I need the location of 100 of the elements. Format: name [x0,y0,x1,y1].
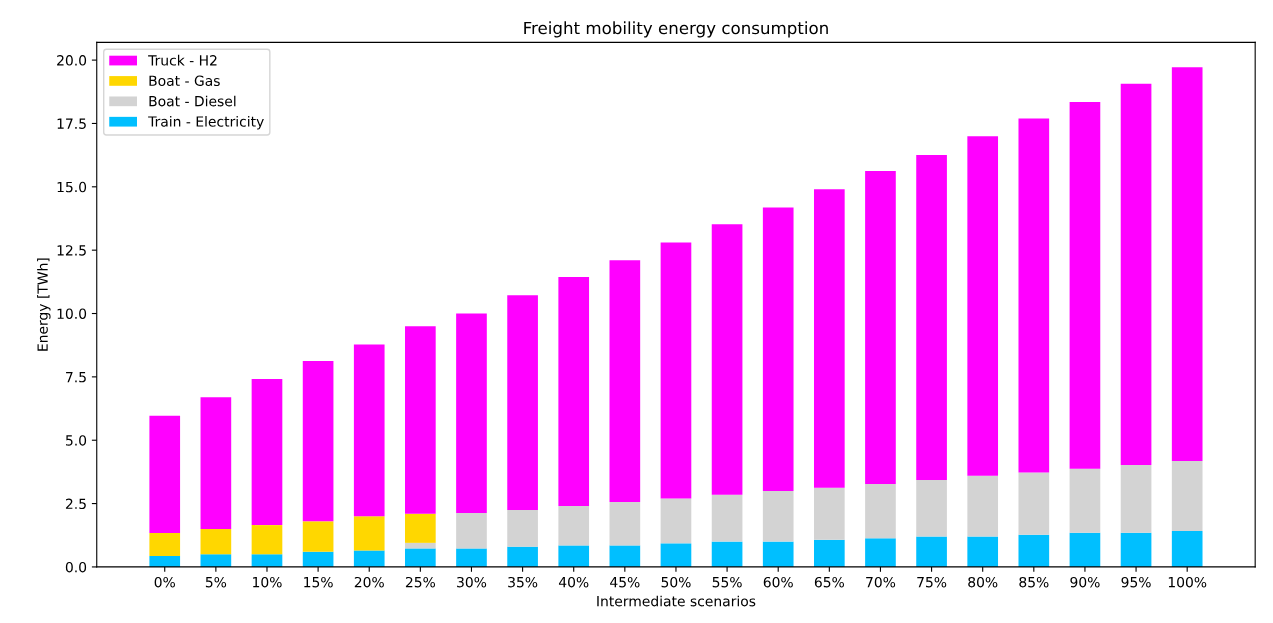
bar [865,538,896,567]
bar [916,536,947,567]
chart-title: Freight mobility energy consumption [524,21,828,38]
x-tick-label: 75% [917,576,947,588]
bar [711,224,743,495]
bar [1069,532,1101,567]
y-tick-label: 17.5 [57,118,86,129]
bar [762,541,794,567]
bar [353,516,385,551]
bar [711,541,743,567]
bar [660,242,692,499]
x-tick-label: 60% [763,576,793,588]
bar [405,513,436,543]
bar [149,532,181,557]
legend-label: Boat - Gas [149,75,220,86]
x-tick-label: 45% [610,576,640,588]
bar [251,554,283,567]
bar [302,551,334,567]
bar [558,277,590,507]
bar [1120,532,1152,567]
bar [149,556,181,567]
legend-label: Truck - H2 [148,54,217,66]
bar [507,509,538,547]
bar [251,378,283,526]
bar [609,502,641,546]
bar [200,397,232,529]
bar [405,542,436,549]
bar [813,189,845,488]
bar [353,550,385,567]
x-tick-label: 30% [457,576,487,588]
bar [916,480,947,537]
bar [200,554,232,567]
bar [609,545,641,567]
bar [302,521,334,552]
bar [1171,67,1203,461]
bar [1018,472,1050,535]
x-tick-label: 25% [405,576,436,588]
bar [405,548,436,567]
bar [1120,465,1152,533]
y-tick-label: 12.5 [57,245,86,256]
bar [916,154,947,481]
bar [1018,534,1050,567]
bar [813,487,845,540]
x-axis-title: Intermediate scenarios [597,595,756,607]
bar [660,498,692,544]
y-tick-label: 10.0 [57,308,87,319]
bar [456,512,487,549]
y-axis-title: Energy [TWh] [37,258,51,351]
bar [865,484,896,539]
bar [711,494,743,542]
bar [1018,118,1050,473]
bar [967,475,999,537]
x-tick-label: 95% [1121,576,1151,588]
x-tick-label: 90% [1070,576,1100,588]
x-tick-label: 85% [1019,576,1049,588]
bar [1120,83,1152,466]
bar [762,490,794,542]
y-tick-label: 20.0 [57,55,87,66]
x-tick-label: 10% [253,576,282,588]
x-tick-label: 65% [814,576,844,588]
bar [149,415,181,533]
bar [251,525,283,555]
y-tick-label: 2.5 [65,498,86,510]
bar [1171,530,1203,567]
x-tick-label: 100% [1168,576,1207,588]
x-tick-label: 80% [968,576,998,588]
x-tick-label: 20% [354,576,384,588]
bar [967,136,999,476]
y-tick-label: 7.5 [66,372,86,383]
bar [302,360,334,522]
y-tick-label: 5.0 [66,435,87,446]
x-tick-label: 70% [866,576,896,588]
bar [405,326,436,514]
bar [558,506,590,546]
x-tick-label: 40% [558,576,589,588]
bar [200,528,232,555]
bar [865,171,896,485]
bar [558,545,590,567]
x-tick-label: 0% [154,576,175,588]
bar [507,546,538,567]
legend-label: Boat - Diesel [149,95,236,107]
bar [762,207,794,491]
bar [456,313,487,513]
x-tick-label: 50% [661,576,691,588]
y-tick-label: 15.0 [57,181,87,193]
x-tick-label: 55% [712,576,742,588]
x-tick-label: 15% [304,576,333,588]
y-tick-label: 0.0 [65,561,87,573]
legend-label: Train - Electricity [148,116,264,130]
bar [456,548,487,567]
bar [1069,468,1101,533]
bar [507,295,538,510]
bar [660,543,692,567]
bar [1171,461,1203,531]
bar [353,344,385,517]
bar [1069,101,1101,469]
bar [967,536,999,567]
x-tick-label: 5% [205,576,227,588]
bar [813,539,845,567]
x-tick-label: 35% [508,576,538,588]
